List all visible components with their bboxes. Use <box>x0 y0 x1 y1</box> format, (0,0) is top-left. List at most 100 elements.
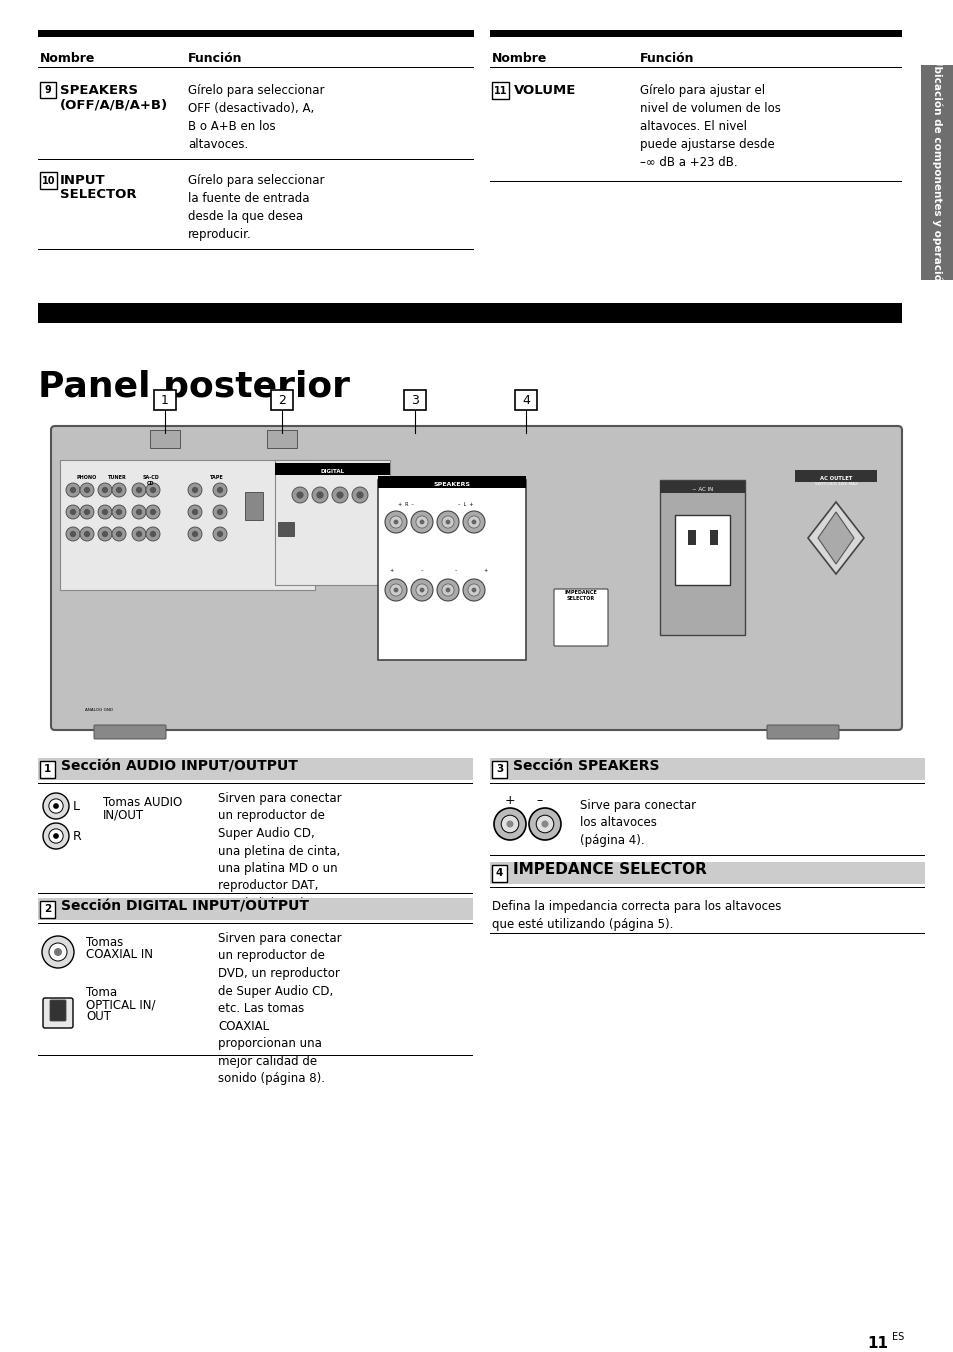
Circle shape <box>471 588 476 592</box>
Text: 3: 3 <box>411 393 418 407</box>
Circle shape <box>416 516 428 529</box>
Circle shape <box>66 483 80 498</box>
Bar <box>659 480 744 635</box>
Bar <box>271 389 293 410</box>
Circle shape <box>70 531 76 537</box>
Circle shape <box>500 815 518 833</box>
Circle shape <box>411 511 433 533</box>
Text: (OFF/A/B/A+B): (OFF/A/B/A+B) <box>60 97 168 111</box>
Circle shape <box>43 794 69 819</box>
Bar <box>492 865 506 882</box>
Bar <box>150 430 180 448</box>
Text: Sección AUDIO INPUT/OUTPUT: Sección AUDIO INPUT/OUTPUT <box>61 758 297 773</box>
Bar <box>60 460 314 589</box>
Circle shape <box>188 483 202 498</box>
Circle shape <box>84 508 90 515</box>
Circle shape <box>80 527 94 541</box>
Circle shape <box>102 487 108 493</box>
Bar <box>490 863 924 884</box>
Circle shape <box>98 506 112 519</box>
Circle shape <box>445 519 450 525</box>
Text: IN/OUT: IN/OUT <box>103 808 144 821</box>
Text: Ubicación de componentes y operación: Ubicación de componentes y operación <box>931 57 942 288</box>
Circle shape <box>336 491 343 499</box>
Circle shape <box>54 948 62 956</box>
Text: AC OUTLET: AC OUTLET <box>819 476 851 481</box>
Circle shape <box>529 808 560 840</box>
Circle shape <box>66 506 80 519</box>
Circle shape <box>213 483 227 498</box>
Bar <box>709 530 718 545</box>
Bar <box>40 900 55 918</box>
Circle shape <box>49 799 63 813</box>
Circle shape <box>70 508 76 515</box>
Text: 9: 9 <box>45 85 51 95</box>
Text: 11: 11 <box>866 1336 887 1351</box>
Circle shape <box>53 803 59 808</box>
Bar <box>794 470 876 483</box>
Text: Nombre: Nombre <box>40 51 95 65</box>
Circle shape <box>192 531 198 537</box>
Circle shape <box>213 506 227 519</box>
Text: 4: 4 <box>496 868 502 877</box>
Bar <box>687 530 696 545</box>
Text: Tomas AUDIO: Tomas AUDIO <box>103 796 182 808</box>
Circle shape <box>84 487 90 493</box>
Circle shape <box>150 487 156 493</box>
FancyBboxPatch shape <box>94 725 166 740</box>
Circle shape <box>42 936 74 968</box>
Text: ANALOG GND: ANALOG GND <box>85 708 112 713</box>
Text: SWITCHED 3W6 MAX: SWITCHED 3W6 MAX <box>814 483 857 485</box>
Circle shape <box>352 487 368 503</box>
Text: Función: Función <box>188 51 242 65</box>
Circle shape <box>494 808 525 840</box>
Text: SPEAKERS: SPEAKERS <box>60 84 138 97</box>
Text: OUT: OUT <box>86 1010 111 1023</box>
Circle shape <box>471 519 476 525</box>
Circle shape <box>188 506 202 519</box>
Circle shape <box>316 491 323 499</box>
Bar <box>403 389 426 410</box>
Bar <box>490 758 924 780</box>
Text: SELECTOR: SELECTOR <box>60 188 136 201</box>
Bar <box>38 758 473 780</box>
Bar <box>277 522 294 535</box>
Circle shape <box>115 531 122 537</box>
Text: 2: 2 <box>44 904 51 914</box>
Text: OPTICAL IN/: OPTICAL IN/ <box>86 998 155 1011</box>
Circle shape <box>213 527 227 541</box>
Circle shape <box>70 487 76 493</box>
Circle shape <box>394 588 398 592</box>
Bar <box>515 389 537 410</box>
Circle shape <box>296 491 303 499</box>
FancyBboxPatch shape <box>43 998 73 1028</box>
Bar <box>38 898 473 919</box>
Text: Sirven para conectar
un reproductor de
Super Audio CD,
una pletina de cinta,
una: Sirven para conectar un reproductor de S… <box>218 792 341 910</box>
Circle shape <box>445 588 450 592</box>
FancyBboxPatch shape <box>51 426 901 730</box>
Text: SPEAKERS: SPEAKERS <box>433 483 470 487</box>
Circle shape <box>135 531 142 537</box>
Text: Tomas: Tomas <box>86 936 123 949</box>
Circle shape <box>84 531 90 537</box>
Bar <box>267 430 296 448</box>
Bar <box>38 30 474 37</box>
Circle shape <box>98 527 112 541</box>
Circle shape <box>43 823 69 849</box>
Circle shape <box>419 519 424 525</box>
Text: –: – <box>455 568 456 573</box>
Bar <box>245 492 263 521</box>
Text: IMPEDANCE SELECTOR: IMPEDANCE SELECTOR <box>513 863 706 877</box>
Text: Gírelo para ajustar el
nivel de volumen de los
altavoces. El nivel
puede ajustar: Gírelo para ajustar el nivel de volumen … <box>639 84 781 169</box>
Circle shape <box>332 487 348 503</box>
Text: 10: 10 <box>42 176 55 185</box>
Text: SA-CD
CD: SA-CD CD <box>143 475 159 485</box>
Text: VOLUME: VOLUME <box>514 84 576 97</box>
Text: COAXIAL IN: COAXIAL IN <box>86 948 152 961</box>
Circle shape <box>53 833 59 838</box>
Circle shape <box>390 516 401 529</box>
Text: Panel posterior: Panel posterior <box>38 370 350 404</box>
Text: TUNER: TUNER <box>108 475 126 480</box>
Text: Sección SPEAKERS: Sección SPEAKERS <box>513 758 659 773</box>
Bar <box>40 82 56 97</box>
